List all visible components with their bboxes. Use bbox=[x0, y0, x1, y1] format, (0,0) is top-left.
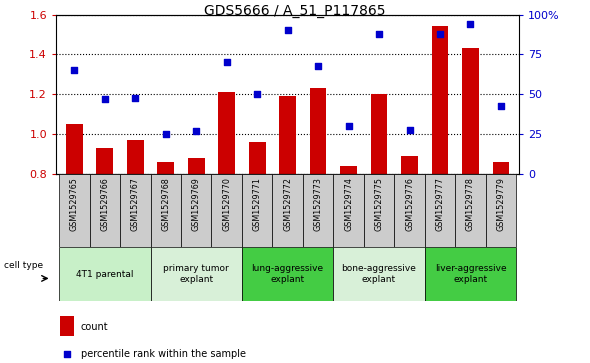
Bar bbox=[96, 148, 113, 334]
Bar bbox=[425, 174, 455, 247]
Bar bbox=[340, 166, 357, 334]
Text: GSM1529772: GSM1529772 bbox=[283, 177, 292, 231]
Point bbox=[313, 63, 323, 69]
Bar bbox=[303, 174, 333, 247]
Bar bbox=[493, 162, 509, 334]
Text: GDS5666 / A_51_P117865: GDS5666 / A_51_P117865 bbox=[204, 4, 386, 18]
Text: GSM1529770: GSM1529770 bbox=[222, 177, 231, 231]
Text: GSM1529766: GSM1529766 bbox=[100, 177, 109, 231]
Text: GSM1529773: GSM1529773 bbox=[314, 177, 323, 231]
Bar bbox=[66, 124, 83, 334]
Bar bbox=[249, 142, 266, 334]
Bar bbox=[181, 174, 211, 247]
Bar bbox=[310, 89, 326, 334]
Text: GSM1529768: GSM1529768 bbox=[161, 177, 171, 231]
Bar bbox=[364, 174, 394, 247]
Text: GSM1529778: GSM1529778 bbox=[466, 177, 475, 231]
Bar bbox=[371, 94, 388, 334]
Text: GSM1529775: GSM1529775 bbox=[375, 177, 384, 231]
Bar bbox=[394, 174, 425, 247]
Bar bbox=[59, 247, 150, 301]
Point bbox=[70, 68, 79, 73]
Text: GSM1529776: GSM1529776 bbox=[405, 177, 414, 231]
Bar bbox=[218, 93, 235, 334]
Bar bbox=[279, 97, 296, 334]
Point bbox=[253, 91, 262, 97]
Bar bbox=[211, 174, 242, 247]
Point bbox=[192, 128, 201, 134]
Point bbox=[435, 31, 445, 37]
Bar bbox=[333, 174, 364, 247]
Bar bbox=[333, 247, 425, 301]
Text: GSM1529765: GSM1529765 bbox=[70, 177, 79, 231]
Bar bbox=[120, 174, 150, 247]
Text: count: count bbox=[81, 322, 109, 331]
Point bbox=[283, 28, 293, 33]
Text: GSM1529767: GSM1529767 bbox=[131, 177, 140, 231]
Bar bbox=[462, 49, 479, 334]
Point bbox=[100, 96, 110, 102]
Point bbox=[62, 351, 71, 357]
Point bbox=[374, 31, 384, 37]
Bar bbox=[59, 174, 90, 247]
Text: GSM1529769: GSM1529769 bbox=[192, 177, 201, 231]
Bar bbox=[455, 174, 486, 247]
Point bbox=[466, 21, 475, 27]
Text: percentile rank within the sample: percentile rank within the sample bbox=[81, 349, 246, 359]
Point bbox=[344, 123, 353, 129]
Bar bbox=[432, 26, 448, 334]
Point bbox=[222, 60, 231, 65]
Text: bone-aggressive
explant: bone-aggressive explant bbox=[342, 264, 417, 284]
Bar bbox=[127, 140, 143, 334]
Bar bbox=[150, 174, 181, 247]
Bar bbox=[150, 247, 242, 301]
Text: GSM1529779: GSM1529779 bbox=[496, 177, 506, 231]
Bar bbox=[486, 174, 516, 247]
Text: liver-aggressive
explant: liver-aggressive explant bbox=[435, 264, 506, 284]
Text: GSM1529774: GSM1529774 bbox=[344, 177, 353, 231]
Point bbox=[161, 131, 171, 137]
Text: GSM1529771: GSM1529771 bbox=[253, 177, 261, 231]
Bar bbox=[242, 174, 273, 247]
Point bbox=[496, 103, 506, 109]
Bar bbox=[188, 158, 205, 334]
Point bbox=[130, 95, 140, 101]
Bar bbox=[242, 247, 333, 301]
Bar bbox=[158, 162, 174, 334]
Bar bbox=[273, 174, 303, 247]
Bar bbox=[60, 316, 74, 337]
Text: primary tumor
explant: primary tumor explant bbox=[163, 264, 229, 284]
Text: 4T1 parental: 4T1 parental bbox=[76, 270, 133, 278]
Point bbox=[405, 127, 414, 132]
Bar bbox=[425, 247, 516, 301]
Bar bbox=[90, 174, 120, 247]
Text: lung-aggressive
explant: lung-aggressive explant bbox=[251, 264, 324, 284]
Text: cell type: cell type bbox=[5, 261, 44, 270]
Bar bbox=[401, 156, 418, 334]
Text: GSM1529777: GSM1529777 bbox=[435, 177, 444, 231]
